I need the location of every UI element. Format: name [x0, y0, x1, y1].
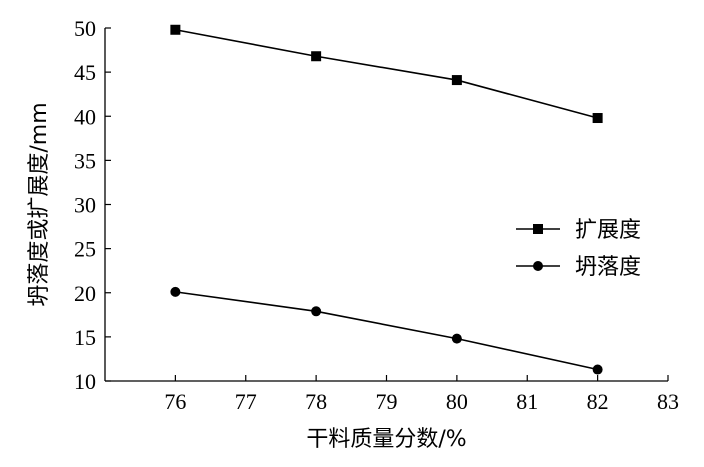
x-tick-label: 80	[446, 389, 468, 414]
square-point	[170, 24, 181, 35]
square-point	[311, 51, 322, 62]
x-tick-label: 76	[164, 389, 186, 414]
legend-label: 扩展度	[575, 218, 641, 243]
series-2	[170, 286, 603, 375]
y-tick-label: 30	[74, 193, 96, 218]
x-tick-label: 81	[516, 389, 538, 414]
legend-square-marker	[533, 224, 543, 234]
square-point	[451, 75, 462, 86]
y-tick-label: 40	[74, 104, 96, 129]
x-axis-title: 干料质量分数/%	[306, 427, 466, 452]
x-tick-label: 79	[376, 389, 398, 414]
axes	[104, 28, 668, 382]
series-line	[175, 291, 598, 371]
square-point	[592, 113, 603, 124]
series-1	[170, 24, 603, 124]
series-line	[175, 28, 598, 119]
legend-item: 坍落度	[516, 255, 641, 280]
circle-point	[451, 333, 462, 344]
y-tick-label: 45	[74, 60, 96, 85]
y-tick-label: 15	[74, 325, 96, 350]
legend-circle-marker	[533, 261, 543, 271]
legend-label: 坍落度	[575, 255, 641, 280]
x-tick-label: 77	[235, 389, 257, 414]
y-tick-label: 50	[74, 16, 96, 41]
y-tick-label: 20	[74, 281, 96, 306]
x-axis-ticks: 76 77 78 79 80 81 82 83	[164, 375, 679, 414]
legend-item: 扩展度	[516, 218, 641, 243]
y-tick-label: 10	[74, 369, 96, 394]
y-axis-ticks: 10 15 20 25 30 35 40 45 50	[74, 16, 111, 394]
circle-point	[592, 364, 603, 375]
y-tick-label: 35	[74, 148, 96, 173]
series-layer	[170, 24, 603, 375]
x-tick-label: 78	[305, 389, 327, 414]
y-axis-title: 坍落度或扩展度/mm	[27, 102, 52, 306]
y-tick-label: 25	[74, 237, 96, 262]
x-tick-label: 83	[657, 389, 679, 414]
circle-point	[170, 286, 181, 297]
x-tick-label: 82	[587, 389, 609, 414]
circle-point	[311, 306, 322, 317]
